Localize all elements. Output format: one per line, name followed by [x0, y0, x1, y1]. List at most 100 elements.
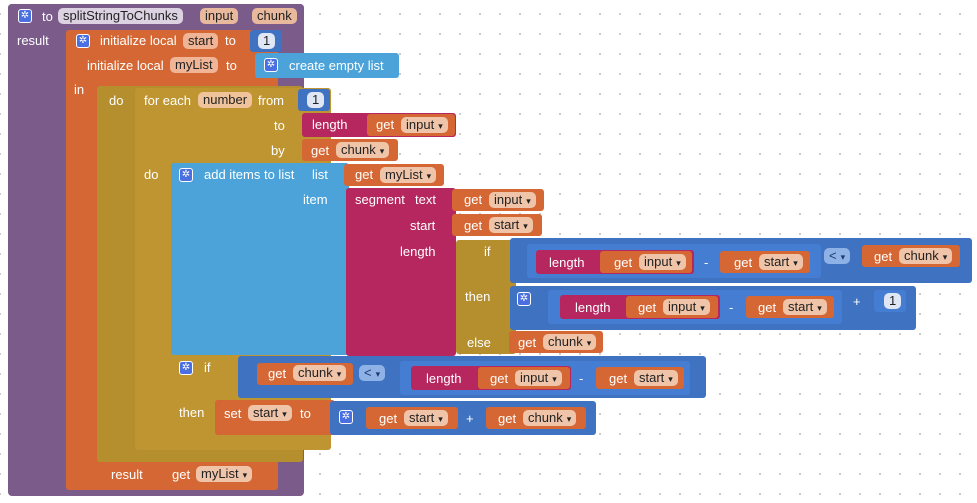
chevron-down-icon: ▾: [817, 303, 822, 313]
local-var-mylist[interactable]: myList: [170, 57, 218, 73]
for-each-label: for each: [144, 93, 191, 108]
expr-if-label: if: [484, 244, 491, 259]
for-do-label: do: [144, 167, 159, 182]
segment-length-label: length: [400, 244, 436, 259]
in-label: in: [74, 82, 85, 97]
var-dropdown-mylist[interactable]: myList ▾: [380, 167, 437, 183]
for-each-var[interactable]: number: [198, 92, 253, 108]
get-label: get: [376, 117, 395, 132]
chevron-down-icon: ▾: [942, 252, 948, 262]
get-label: get: [758, 300, 777, 315]
var-dropdown-input[interactable]: input ▾: [489, 192, 536, 208]
get-label: get: [874, 249, 893, 264]
from-value[interactable]: 1: [307, 92, 325, 108]
get-label: get: [172, 467, 191, 482]
var-dropdown-chunk[interactable]: chunk ▾: [523, 410, 577, 426]
compare-operator-dropdown[interactable]: < ▾: [824, 248, 851, 264]
number-value[interactable]: 1: [258, 33, 276, 49]
chevron-down-icon: ▾: [566, 414, 572, 424]
chevron-down-icon: ▾: [438, 121, 443, 131]
param-input[interactable]: input: [200, 8, 239, 24]
var-dropdown-input[interactable]: input ▾: [639, 254, 686, 270]
gear-icon[interactable]: ✲: [76, 34, 90, 48]
gear-icon[interactable]: ✲: [264, 58, 278, 72]
do-label: do: [109, 93, 124, 108]
set-var-dropdown-start[interactable]: start ▾: [248, 405, 292, 421]
chevron-down-icon: ▾: [526, 196, 531, 206]
var-dropdown-start[interactable]: start ▾: [759, 254, 803, 270]
from-label: from: [258, 93, 284, 108]
var-dropdown-chunk[interactable]: chunk ▾: [293, 365, 347, 381]
get-label: get: [609, 371, 628, 386]
create-empty-list-block[interactable]: [255, 53, 399, 78]
var-dropdown-start[interactable]: start ▾: [783, 299, 827, 315]
var-dropdown-chunk[interactable]: chunk ▾: [543, 334, 597, 350]
get-label: get: [498, 411, 517, 426]
gear-icon[interactable]: ✲: [179, 361, 193, 375]
get-label: get: [464, 192, 483, 207]
get-label: get: [355, 167, 374, 182]
get-label: get: [490, 371, 509, 386]
segment-label: segment: [355, 192, 405, 207]
init-local-label: initialize local: [100, 33, 177, 48]
if-expression-block[interactable]: [456, 240, 516, 354]
var-dropdown-start[interactable]: start ▾: [489, 217, 533, 233]
segment-text-label: text: [415, 192, 436, 207]
var-dropdown-mylist[interactable]: myList ▾: [196, 466, 253, 482]
var-dropdown-chunk[interactable]: chunk ▾: [336, 142, 390, 158]
init-to-label-2: to: [226, 58, 237, 73]
var-dropdown-input[interactable]: input ▾: [663, 299, 710, 315]
get-label: get: [268, 366, 287, 381]
var-dropdown-start[interactable]: start ▾: [634, 370, 678, 386]
number-one-value[interactable]: 1: [884, 293, 902, 309]
minus-operator: -: [579, 371, 584, 386]
add-items-label: add items to list: [204, 167, 295, 182]
chevron-down-icon: ▾: [379, 146, 385, 156]
by-label: by: [271, 143, 285, 158]
procedure-to-label: to: [42, 9, 53, 24]
compare-operator-dropdown[interactable]: < ▾: [359, 365, 386, 381]
segment-start-label: start: [410, 218, 436, 233]
gear-icon[interactable]: ✲: [18, 9, 32, 23]
chevron-down-icon: ▾: [700, 303, 705, 313]
length-label: length: [426, 371, 462, 386]
chevron-down-icon: ▾: [375, 369, 381, 379]
get-label: get: [614, 255, 633, 270]
then-label: then: [179, 405, 205, 420]
init-local-label-2: initialize local: [87, 58, 164, 73]
gear-icon[interactable]: ✲: [517, 292, 531, 306]
chevron-down-icon: ▾: [840, 252, 846, 262]
var-dropdown-chunk[interactable]: chunk ▾: [899, 248, 953, 264]
get-label: get: [734, 255, 753, 270]
get-label: get: [464, 218, 483, 233]
chevron-down-icon: ▾: [336, 369, 342, 379]
list-label: list: [312, 167, 328, 182]
segment-block[interactable]: [346, 188, 456, 356]
procedure-name-field[interactable]: splitStringToChunks: [58, 8, 183, 24]
to-label: to: [274, 118, 285, 133]
chevron-down-icon: ▾: [438, 414, 443, 424]
chevron-down-icon: ▾: [282, 409, 287, 419]
get-label: get: [379, 411, 398, 426]
gear-icon[interactable]: ✲: [339, 410, 353, 424]
var-dropdown-input[interactable]: input ▾: [515, 370, 562, 386]
chevron-down-icon: ▾: [676, 258, 681, 268]
length-label: length: [312, 117, 348, 132]
minus-operator: -: [704, 255, 709, 270]
add-items-block[interactable]: [171, 163, 349, 355]
length-label: length: [575, 300, 611, 315]
local-var-start[interactable]: start: [183, 33, 219, 49]
chevron-down-icon: ▾: [523, 221, 528, 231]
var-dropdown-start[interactable]: start ▾: [404, 410, 448, 426]
chevron-down-icon: ▾: [586, 338, 592, 348]
plus-operator: +: [853, 294, 861, 309]
item-label: item: [303, 192, 328, 207]
get-label: get: [518, 335, 537, 350]
minus-operator: -: [729, 300, 734, 315]
param-chunk[interactable]: chunk: [252, 8, 297, 24]
chevron-down-icon: ▾: [242, 470, 248, 480]
var-dropdown-input[interactable]: input ▾: [401, 117, 448, 133]
procedure-result-label: result: [17, 33, 49, 48]
length-label: length: [549, 255, 585, 270]
gear-icon[interactable]: ✲: [179, 168, 193, 182]
